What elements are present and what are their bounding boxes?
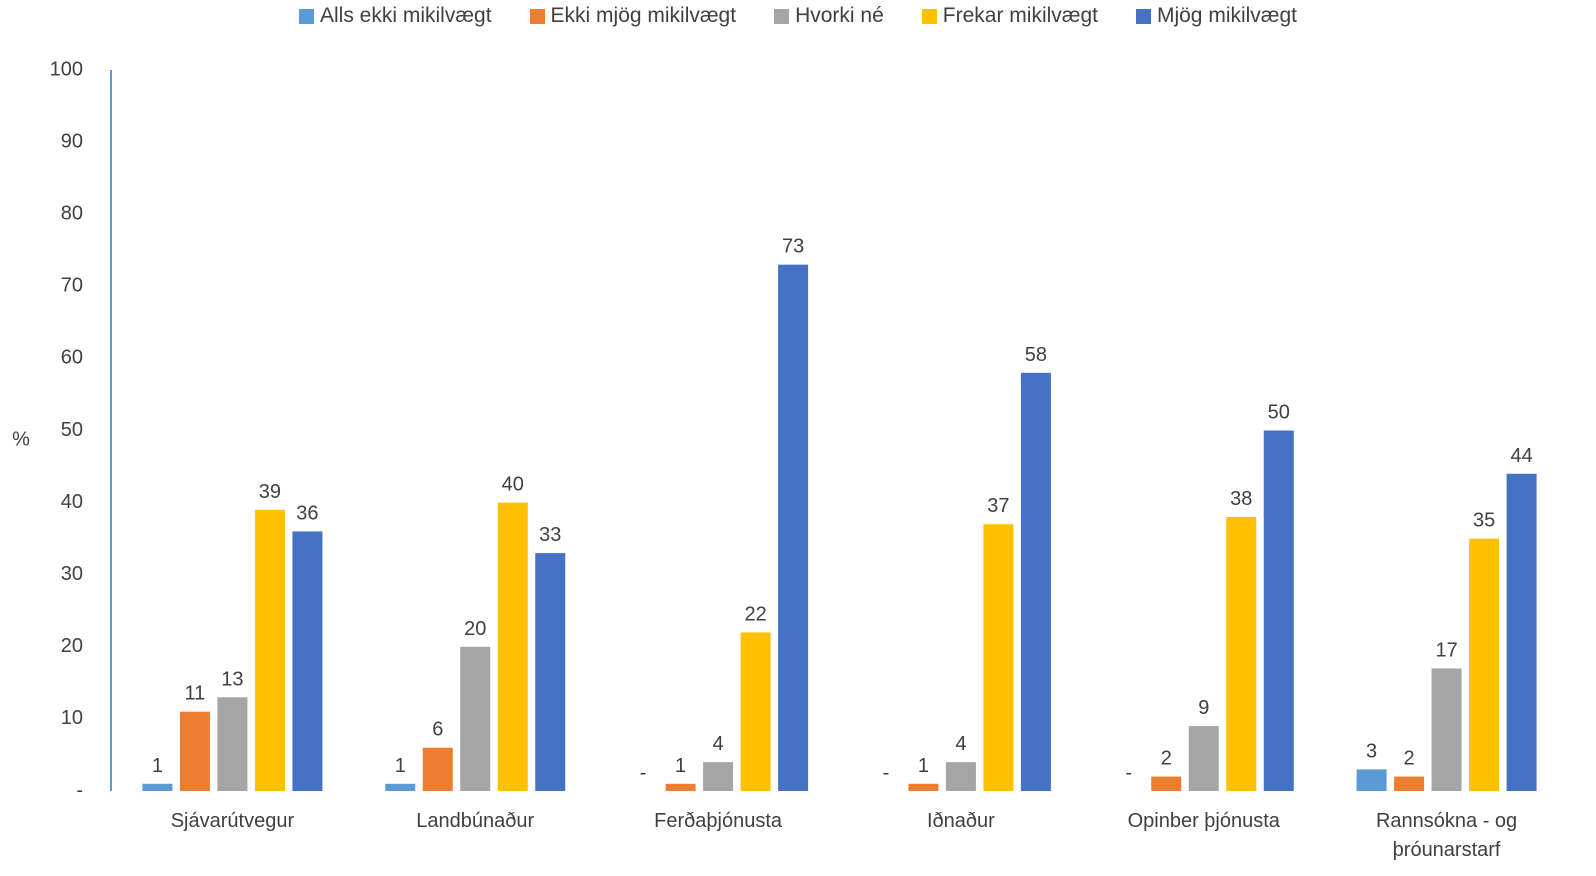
y-tick-label: 30 <box>61 563 83 585</box>
y-tick-label: 50 <box>61 419 83 441</box>
y-tick-label: 10 <box>61 707 83 729</box>
y-tick-label: 80 <box>61 202 83 224</box>
bar <box>460 646 491 791</box>
legend: Alls ekki mikilvægt Ekki mjög mikilvægt … <box>0 4 1596 28</box>
bar <box>1506 473 1537 791</box>
data-label: 17 <box>1435 639 1457 661</box>
bar <box>254 509 285 791</box>
bar <box>1394 776 1425 791</box>
bar <box>179 711 210 791</box>
data-label: 11 <box>185 683 206 705</box>
data-label: 39 <box>259 481 281 503</box>
data-label: 22 <box>744 603 766 625</box>
x-tick-label: þróunarstarf <box>1393 839 1501 861</box>
bar <box>703 762 734 791</box>
legend-swatch <box>921 8 937 24</box>
legend-swatch <box>299 8 314 24</box>
bar <box>1188 726 1219 791</box>
bar <box>535 553 566 791</box>
data-label: - <box>1125 762 1132 784</box>
data-label: 38 <box>1230 488 1252 510</box>
legend-item: Alls ekki mikilvægt <box>299 4 492 28</box>
bars <box>142 264 1537 791</box>
x-tick-label: Landbúnaður <box>416 810 534 832</box>
legend-label: Alls ekki mikilvægt <box>320 4 492 27</box>
bar <box>497 502 528 791</box>
data-label: 50 <box>1268 402 1290 424</box>
y-tick-label: - <box>76 779 83 801</box>
y-tick-label: 70 <box>61 275 83 297</box>
bar <box>1263 430 1294 791</box>
data-label: 33 <box>539 524 561 546</box>
bar <box>983 524 1014 791</box>
data-label: 4 <box>955 733 966 755</box>
bar <box>1431 668 1462 791</box>
data-label: 40 <box>502 474 524 496</box>
data-label: 58 <box>1025 344 1047 366</box>
data-label: 20 <box>464 618 486 640</box>
y-tick-label: 40 <box>61 491 83 513</box>
x-tick-labels: Sjávarútvegur Landbúnaður Ferðaþjónusta Iðn… <box>171 810 1517 861</box>
data-label: 44 <box>1510 445 1532 467</box>
data-label: 2 <box>1404 748 1415 770</box>
bar <box>1151 776 1182 791</box>
data-label: 9 <box>1198 697 1209 719</box>
bar <box>217 697 248 791</box>
data-label: 36 <box>296 502 318 524</box>
data-label: - <box>640 762 647 784</box>
bar <box>908 783 939 791</box>
data-label: 1 <box>918 755 929 777</box>
x-tick-label: Ferðaþjónusta <box>654 810 783 832</box>
y-tick-label: 60 <box>61 347 83 369</box>
data-label: 1 <box>395 755 406 777</box>
bar <box>740 632 771 791</box>
legend-label: Frekar mikilvægt <box>942 4 1098 27</box>
data-label: 35 <box>1473 510 1495 532</box>
bar <box>665 783 696 791</box>
bar <box>1356 769 1387 791</box>
bar <box>1469 538 1500 791</box>
x-tick-label: Sjávarútvegur <box>171 810 295 832</box>
legend-label: Mjög mikilvægt <box>1156 4 1297 27</box>
bar <box>292 531 323 791</box>
data-label: 37 <box>987 495 1009 517</box>
bar <box>1226 517 1257 791</box>
x-tick-label: Iðnaður <box>927 810 995 832</box>
data-label: 1 <box>152 755 163 777</box>
bar <box>1020 372 1051 791</box>
legend-swatch <box>529 8 545 24</box>
bar <box>142 783 173 791</box>
legend-swatch <box>1135 8 1151 24</box>
legend-item: Mjög mikilvægt <box>1135 4 1297 28</box>
y-axis-label: % <box>12 428 30 450</box>
y-tick-label: 90 <box>61 130 83 152</box>
x-tick-label: Rannsókna - og <box>1376 810 1517 832</box>
data-label: 4 <box>713 733 724 755</box>
legend-label: Ekki mjög mikilvægt <box>550 4 737 27</box>
data-label: - <box>883 762 890 784</box>
data-label: 3 <box>1366 740 1377 762</box>
data-label: 2 <box>1161 748 1172 770</box>
legend-item: Hvorki né <box>774 4 884 28</box>
bar <box>778 264 809 791</box>
data-label: 1 <box>675 755 686 777</box>
bar <box>422 747 453 791</box>
y-tick-label: 100 <box>50 58 83 80</box>
x-tick-label: Opinber þjónusta <box>1128 810 1281 832</box>
data-label: 13 <box>221 668 243 690</box>
y-tick-labels: - 10 20 30 40 50 60 70 80 90 100 <box>50 58 83 801</box>
bar <box>385 783 416 791</box>
legend-item: Frekar mikilvægt <box>921 4 1098 28</box>
bar <box>945 762 976 791</box>
legend-label: Hvorki né <box>795 4 884 27</box>
y-tick-label: 20 <box>61 635 83 657</box>
data-label: 73 <box>782 236 804 258</box>
data-label: 6 <box>432 719 443 741</box>
legend-item: Ekki mjög mikilvægt <box>529 4 737 28</box>
legend-swatch <box>774 8 790 24</box>
